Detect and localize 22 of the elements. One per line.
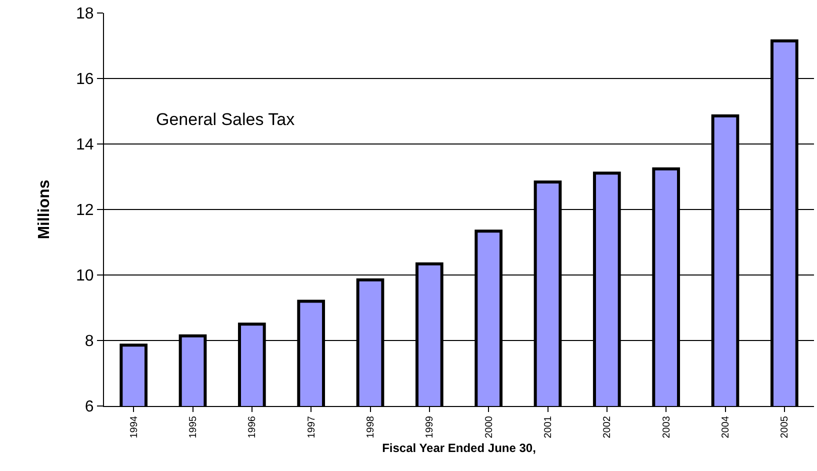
y-axis-title: Millions xyxy=(36,180,53,240)
y-tick-label: 12 xyxy=(76,202,94,220)
x-axis-title: Fiscal Year Ended June 30, xyxy=(382,441,536,456)
y-tick-label: 10 xyxy=(76,268,94,285)
y-tick-label: 8 xyxy=(84,333,94,350)
y-tick-label: 14 xyxy=(76,136,94,154)
y-tick-label: 16 xyxy=(76,71,94,88)
x-tick-label: 2001 xyxy=(543,416,554,438)
x-tick-label: 2004 xyxy=(720,416,732,438)
x-tick-label: 2000 xyxy=(484,416,495,438)
x-tick-label: 1994 xyxy=(128,416,140,438)
x-tick-label: 1997 xyxy=(306,416,318,438)
y-tick-label: 6 xyxy=(84,398,94,416)
y-tick-label: 18 xyxy=(76,6,94,23)
annotation: General Sales Tax xyxy=(156,110,296,129)
x-tick-label: 1995 xyxy=(188,416,199,438)
x-tick-label: 1998 xyxy=(366,416,376,438)
x-tick-label: 2003 xyxy=(661,416,672,438)
x-tick-label: 1999 xyxy=(424,416,436,438)
x-tick-label: 2005 xyxy=(780,416,791,438)
x-tick-label: 2002 xyxy=(602,416,614,438)
x-tick-label: 1996 xyxy=(247,416,258,438)
